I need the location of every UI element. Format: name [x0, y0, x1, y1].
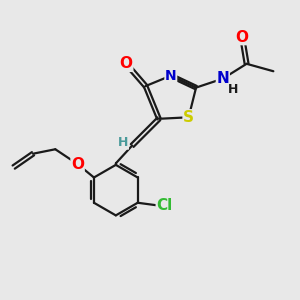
Text: H: H	[118, 136, 128, 149]
Text: N: N	[165, 69, 177, 83]
Text: O: O	[71, 157, 84, 172]
Text: Cl: Cl	[156, 198, 172, 213]
Text: O: O	[120, 56, 133, 71]
Text: H: H	[228, 82, 238, 96]
Text: N: N	[216, 71, 229, 86]
Text: S: S	[183, 110, 194, 125]
Text: O: O	[236, 30, 249, 45]
